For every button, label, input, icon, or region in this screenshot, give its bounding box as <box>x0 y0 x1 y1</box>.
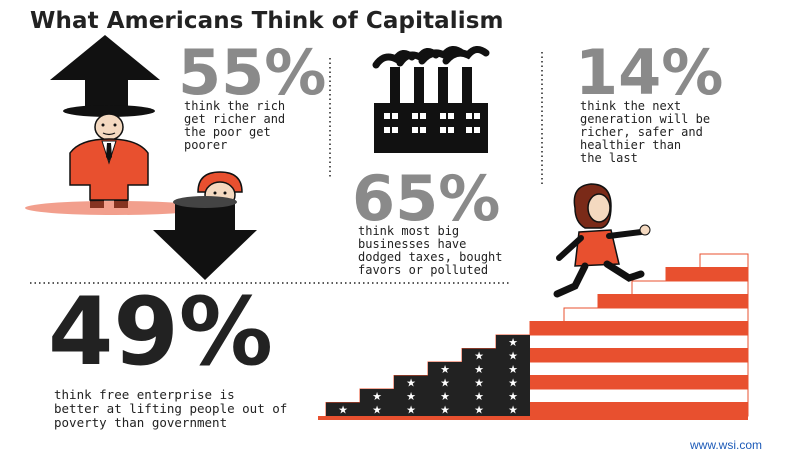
star-icon: ★ <box>508 403 518 416</box>
rich-man-illustration <box>63 75 155 208</box>
stat-rich-poor-text: think the rich get richer and the poor get… <box>184 99 286 152</box>
stat-next-generation-text: think the next generation will be richer, … <box>580 99 711 165</box>
stair-step <box>495 334 749 349</box>
stat-next-generation-value: 14% <box>575 36 724 109</box>
star-icon: ★ <box>474 403 484 416</box>
star-icon: ★ <box>474 349 484 362</box>
star-icon: ★ <box>440 376 450 389</box>
stat-big-business-text: think most big businesses have dodged taxe… <box>358 224 503 277</box>
stair-step <box>699 253 749 268</box>
star-icon: ★ <box>338 403 348 416</box>
star-icon: ★ <box>440 363 450 376</box>
ground-shadow <box>25 201 205 215</box>
star-icon: ★ <box>372 403 382 416</box>
star-icon: ★ <box>474 376 484 389</box>
stair-step <box>631 280 749 295</box>
star-icon: ★ <box>474 390 484 403</box>
star-icon: ★ <box>440 390 450 403</box>
star-icon: ★ <box>508 349 518 362</box>
stat-rich-poor-value: 55% <box>178 36 327 109</box>
star-icon: ★ <box>406 376 416 389</box>
star-icon: ★ <box>440 403 450 416</box>
star-icon: ★ <box>406 403 416 416</box>
star-icon: ★ <box>508 363 518 376</box>
star-icon: ★ <box>406 390 416 403</box>
page-title: What Americans Think of Capitalism <box>30 8 504 34</box>
stair-step <box>563 307 749 322</box>
star-icon: ★ <box>508 390 518 403</box>
stair-step <box>597 294 749 309</box>
stair-step <box>529 321 749 336</box>
stair-step <box>665 267 749 282</box>
staircase-floor <box>318 416 748 420</box>
star-icon: ★ <box>474 363 484 376</box>
running-woman-illustration <box>553 183 651 298</box>
flag-canton-block <box>496 335 530 416</box>
flag-staircase-illustration: ★ ★ ★ ★ ★ ★★ ★ ★ ★ ★★ ★ ★ ★★ ★ ★★ ★★ <box>318 253 749 420</box>
stat-big-business-value: 65% <box>352 162 501 235</box>
star-icon: ★ <box>508 376 518 389</box>
source-link[interactable]: www.wsi.com <box>689 438 762 452</box>
stat-free-enterprise-value: 49% <box>48 278 273 387</box>
star-icon: ★ <box>508 336 518 349</box>
down-arrow-icon <box>153 196 257 280</box>
stat-free-enterprise-text: think free enterprise is better at liftin… <box>54 387 288 430</box>
factory-icon <box>372 46 490 153</box>
star-icon: ★ <box>372 390 382 403</box>
